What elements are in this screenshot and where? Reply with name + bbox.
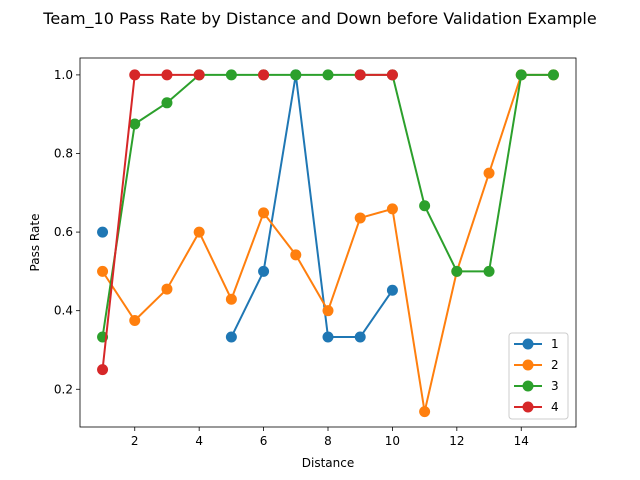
- legend: 1 2 3 4: [508, 332, 569, 420]
- series-1-point: [322, 331, 334, 343]
- x-tick-label: 6: [260, 434, 268, 448]
- x-axis-label: Distance: [302, 456, 354, 470]
- series-3-point: [129, 118, 141, 130]
- y-tick-label: 0.2: [54, 382, 73, 396]
- legend-marker: [522, 401, 534, 413]
- legend-item: 3: [514, 379, 559, 393]
- series-1-point: [225, 331, 237, 343]
- legend-label: 4: [551, 400, 559, 414]
- series-2-point: [290, 249, 302, 261]
- plot-area: [97, 69, 559, 418]
- series-2-point: [354, 212, 366, 224]
- series-1-point: [97, 226, 109, 238]
- x-tick-label: 4: [195, 434, 203, 448]
- series-3-point: [161, 97, 173, 109]
- series-1-line: [230, 73, 394, 339]
- series-3-point: [451, 265, 463, 277]
- series-2-point: [258, 207, 270, 219]
- series-3-point: [290, 69, 302, 81]
- y-axis-label: Pass Rate: [28, 214, 42, 272]
- series-2-point: [97, 265, 109, 277]
- series-1: [97, 69, 398, 343]
- legend-label: 2: [551, 358, 559, 372]
- x-tick-label: 12: [449, 434, 464, 448]
- series-4-point: [161, 69, 173, 81]
- legend-label: 3: [551, 379, 559, 393]
- series-3-line: [101, 73, 554, 338]
- x-axis-ticks: 2 4 6 8 10 12 14: [131, 427, 529, 448]
- series-2-point: [483, 167, 495, 179]
- series-3-point: [483, 265, 495, 277]
- series-3-point: [547, 69, 559, 81]
- plot-frame: [79, 57, 577, 428]
- legend-item: 2: [514, 358, 559, 372]
- x-tick-label: 10: [385, 434, 400, 448]
- x-tick-label: 2: [131, 434, 139, 448]
- series-3-point: [515, 69, 527, 81]
- series-2-point: [193, 226, 205, 238]
- series-4-point: [354, 69, 366, 81]
- legend-marker: [522, 380, 534, 392]
- series-2-point: [322, 305, 334, 317]
- y-tick-label: 0.4: [54, 304, 73, 318]
- series-3-point: [322, 69, 334, 81]
- series-4-point: [193, 69, 205, 81]
- series-2-point: [129, 315, 141, 326]
- legend-marker: [522, 359, 534, 371]
- series-3-point: [419, 200, 431, 212]
- series-4-point: [129, 69, 141, 81]
- legend-box: [508, 332, 569, 420]
- legend-marker: [522, 338, 534, 350]
- series-1-point: [386, 284, 398, 296]
- series-1-point: [258, 265, 270, 277]
- series-2-point: [161, 283, 173, 295]
- series-4-point: [386, 69, 398, 81]
- series-1-point: [354, 331, 366, 343]
- series-4-point: [258, 69, 270, 81]
- legend-item: 4: [514, 400, 559, 414]
- series-2: [97, 69, 559, 418]
- series-3: [97, 69, 559, 343]
- legend-label: 1: [551, 337, 559, 351]
- series-2-point: [386, 203, 398, 215]
- y-tick-label: 1.0: [54, 68, 73, 82]
- series-3-point: [225, 69, 237, 81]
- y-axis-ticks: 0.2 0.4 0.6 0.8 1.0: [54, 68, 80, 396]
- x-tick-label: 8: [324, 434, 332, 448]
- series-4: [97, 69, 398, 376]
- legend-item: 1: [514, 337, 559, 351]
- y-tick-label: 0.6: [54, 225, 73, 239]
- y-tick-label: 0.8: [54, 146, 73, 160]
- series-4-point: [97, 364, 109, 376]
- series-2-line: [101, 73, 554, 413]
- series-4-line: [101, 73, 200, 370]
- chart-title: Team_10 Pass Rate by Distance and Down b…: [42, 9, 596, 29]
- series-2-point: [419, 406, 431, 418]
- x-tick-label: 14: [514, 434, 529, 448]
- series-2-point: [225, 293, 237, 305]
